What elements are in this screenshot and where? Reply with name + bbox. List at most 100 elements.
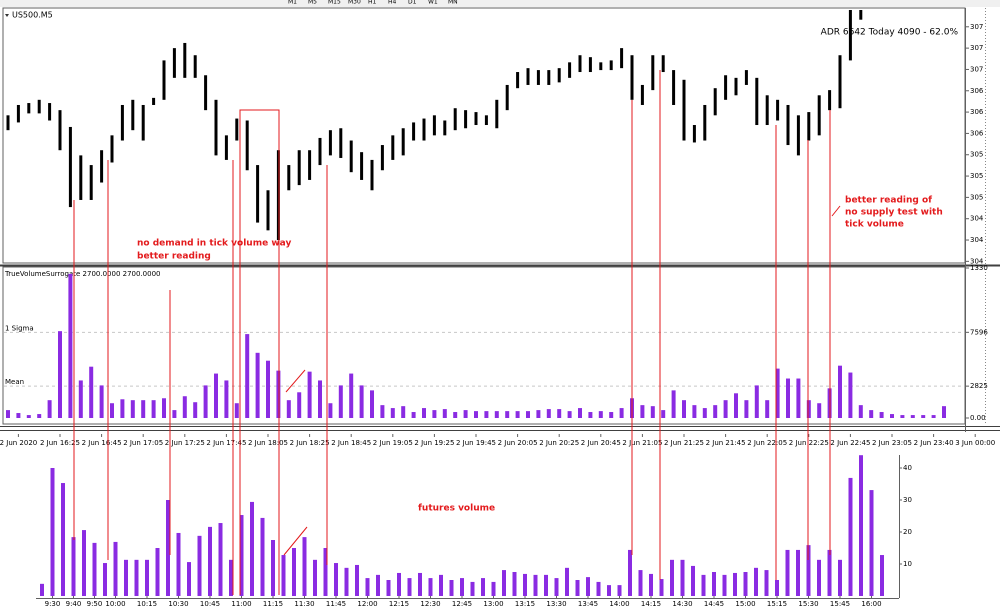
x-tick-label: 15:15 [767, 600, 787, 608]
volume-bar [607, 585, 611, 596]
volume-bar [442, 409, 447, 418]
volume-bar [176, 532, 181, 596]
price-bar [557, 68, 561, 83]
x-tick-label: 2 Jun 18:25 [290, 439, 330, 447]
volume-bar [6, 410, 10, 418]
marker-box [239, 109, 280, 595]
timeframe-button[interactable]: M15 [328, 0, 341, 6]
timeframe-button[interactable]: H1 [368, 0, 377, 6]
price-bar [110, 135, 114, 163]
volume-bar [16, 413, 21, 418]
marker-line [831, 205, 841, 217]
timeframe-button[interactable]: H4 [388, 0, 397, 6]
y-tick-label: 305 [970, 172, 983, 180]
volume-bar [494, 411, 499, 418]
volume-bar [260, 517, 265, 596]
price-bar [401, 128, 405, 156]
volume-bar [628, 549, 632, 596]
volume-bar [596, 581, 601, 596]
price-bar [89, 165, 93, 200]
timeframe-button[interactable]: W1 [428, 0, 438, 6]
timeframe-button[interactable]: D1 [408, 0, 417, 6]
volume-bar [858, 405, 863, 418]
price-bar [588, 57, 592, 73]
volume-bar [297, 392, 302, 418]
volume-bar [397, 572, 401, 596]
price-bar [640, 84, 644, 105]
price-bar [578, 55, 582, 73]
volume-bar [422, 408, 426, 418]
price-bar [848, 10, 852, 61]
price-bar [692, 125, 696, 143]
timeframe-button[interactable]: M5 [308, 0, 317, 6]
collapse-arrow[interactable] [5, 14, 9, 17]
volume-bar [692, 405, 697, 418]
volume-bar [439, 574, 443, 596]
x-tick-label: 14:15 [641, 600, 661, 608]
volume-bar [661, 410, 666, 418]
volume-bar [557, 409, 562, 418]
x-tick-label: 9:40 [66, 600, 82, 608]
price-bar [568, 62, 572, 78]
volume-bar [58, 331, 62, 418]
volume-bar [670, 559, 674, 596]
volume-bar [554, 578, 559, 596]
price-bar [412, 122, 416, 141]
x-tick-label: 2 Jun 16:25 [40, 439, 80, 447]
volume-bar [286, 400, 291, 418]
timeframe-button[interactable]: M30 [348, 0, 361, 6]
volume-bar [617, 585, 622, 596]
volume-bar [785, 549, 790, 596]
marker-line [283, 526, 308, 556]
price-bar [474, 112, 478, 126]
volume-bar [588, 412, 593, 418]
price-bar [370, 159, 374, 191]
price-bar [16, 104, 20, 123]
volume-bar [26, 415, 31, 418]
volume-bar [931, 415, 936, 418]
price-bar [744, 70, 748, 85]
volume-bar [120, 399, 125, 418]
volume-bar [702, 408, 707, 418]
timeframe-button[interactable]: MN [448, 0, 458, 6]
volume-bar [619, 408, 624, 418]
x-tick-label: 13:45 [578, 600, 598, 608]
adr-label: ADR 6642 Today 4090 - 62.0% [821, 28, 959, 38]
volume-bar [124, 559, 128, 596]
y-tick-label: 306 [970, 87, 984, 95]
volume-bar [172, 410, 177, 418]
price-bar [162, 60, 166, 100]
price-bar [48, 103, 52, 121]
volume-bar [775, 368, 780, 418]
price-bar [6, 115, 10, 131]
volume-bar [733, 572, 737, 596]
price-bar [172, 48, 176, 78]
price-bar [505, 84, 509, 111]
volume-bar [130, 400, 135, 418]
volume-bar [151, 400, 156, 418]
price-bar [713, 88, 717, 116]
annotation: tick volume [845, 220, 904, 230]
volume-bar [47, 400, 52, 418]
volume-bar [376, 574, 380, 596]
volume-bar [255, 352, 260, 418]
volume-bar [234, 403, 239, 418]
x-tick-label: 13:00 [483, 600, 503, 608]
symbol-title: US500.M5 [12, 11, 53, 20]
volume-bar [638, 570, 643, 596]
y-tick-label: 307 [970, 23, 983, 31]
volume-bar [99, 385, 104, 418]
x-tick-label: 3 Jun 00:00 [955, 439, 995, 447]
volume-bar [701, 574, 706, 596]
toolbar [0, 0, 1000, 7]
x-tick-label: 2 Jun 20:45 [581, 439, 621, 447]
reference-label: Mean [5, 378, 24, 386]
price-bar [734, 77, 738, 96]
x-tick-label: 2 Jun 22:45 [830, 439, 870, 447]
y-tick-label: 10 [903, 560, 912, 568]
timeframe-button[interactable]: M1 [288, 0, 297, 6]
price-bar [422, 118, 426, 141]
volume-bar [276, 370, 281, 418]
volume-bar [743, 572, 748, 596]
